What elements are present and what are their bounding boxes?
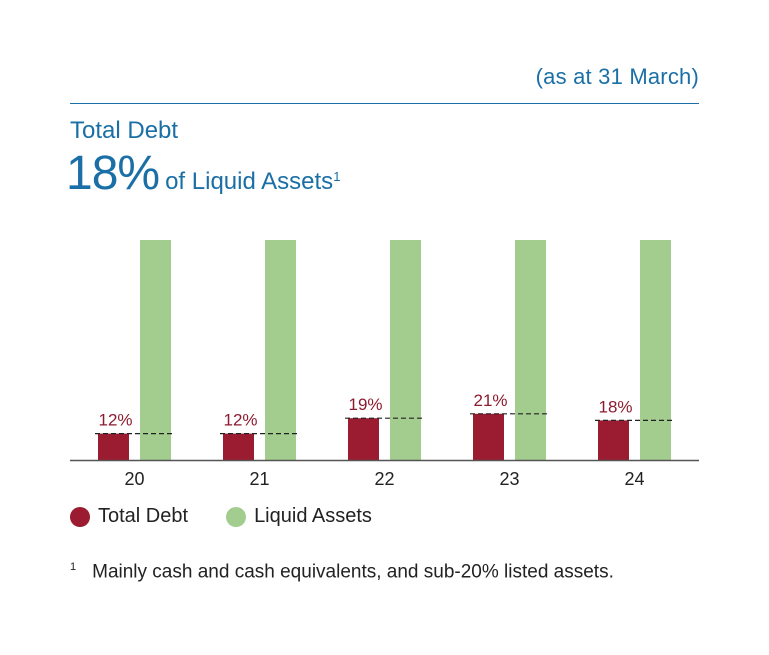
data-label-20: 12% <box>98 411 132 430</box>
legend-label-liquid-assets: Liquid Assets <box>254 505 372 527</box>
data-label-23: 21% <box>473 391 507 410</box>
x-tick-label-21: 21 <box>249 469 269 489</box>
headline-text: of Liquid Assets <box>165 168 334 195</box>
legend-item-total-debt: Total Debt <box>70 505 188 528</box>
liquid-assets-bar-22 <box>390 240 421 460</box>
liquid-assets-bar-24 <box>640 240 671 460</box>
liquid-assets-bar-23 <box>515 240 546 460</box>
total-debt-bar-23 <box>473 413 504 460</box>
legend-swatch-total-debt <box>70 506 90 527</box>
x-tick-label-22: 22 <box>374 469 394 489</box>
chart-title: Total Debt <box>70 117 179 144</box>
legend-label-total-debt: Total Debt <box>98 505 189 527</box>
total-debt-bar-21 <box>223 433 254 460</box>
footnote-mark: 1 <box>70 561 77 573</box>
headline: 18% of Liquid Assets1 <box>66 146 340 201</box>
data-label-21: 12% <box>223 411 257 430</box>
legend-swatch-liquid-assets <box>226 506 247 527</box>
x-tick-label-20: 20 <box>124 469 144 489</box>
footnote: 1 Mainly cash and cash equivalents, and s… <box>70 561 614 583</box>
headline-footnote-mark: 1 <box>333 168 341 184</box>
data-label-22: 19% <box>348 395 382 414</box>
headline-value: 18% <box>66 147 160 200</box>
liquid-assets-bar-21 <box>265 240 296 460</box>
as-at-date: (as at 31 March) <box>535 64 699 89</box>
total-debt-bar-20 <box>98 433 129 460</box>
legend: Total Debt Liquid Assets <box>70 505 410 528</box>
x-tick-label-23: 23 <box>499 469 519 489</box>
data-label-24: 18% <box>598 397 632 416</box>
total-debt-bar-24 <box>598 420 629 460</box>
header-rule <box>70 103 699 104</box>
total-debt-bar-22 <box>348 418 379 460</box>
footnote-text: Mainly cash and cash equivalents, and su… <box>92 561 614 583</box>
liquid-assets-bar-20 <box>140 240 171 460</box>
x-tick-label-24: 24 <box>624 469 644 489</box>
legend-item-liquid-assets: Liquid Assets <box>226 505 372 528</box>
